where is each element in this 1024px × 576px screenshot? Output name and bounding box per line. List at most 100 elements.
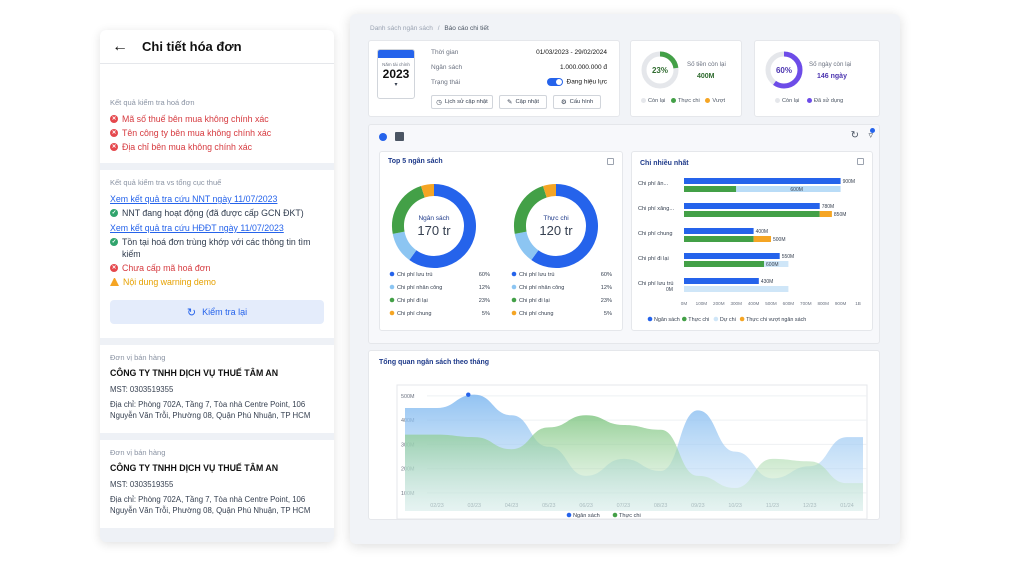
legend-label: Thực chi <box>619 513 641 519</box>
legend-value: 23% <box>601 298 612 304</box>
toggle-switch[interactable] <box>546 78 563 86</box>
legend-value: 60% <box>479 272 490 278</box>
section-heading: Kết quả kiểm tra hoá đơn <box>110 98 195 107</box>
days-remaining-value: 146 ngày <box>817 73 847 80</box>
donut-slice <box>543 184 557 198</box>
charts-container: ↻ ▿ Top 5 ngân sách Ngân sách 170 tr Chi p… <box>368 124 880 344</box>
money-remaining-card: 23% Số tiền còn lại 400M Còn lại Thực ch… <box>630 40 742 117</box>
legend-label: Ngân sách <box>654 317 680 323</box>
pie-chart-icon[interactable] <box>379 133 387 141</box>
history-button[interactable]: ◷ Lịch sử cập nhật <box>431 95 493 109</box>
expand-icon[interactable] <box>857 158 864 165</box>
seller-name: CÔNG TY TNHH DỊCH VỤ THUẾ TÂM AN <box>110 463 279 473</box>
report-icon[interactable] <box>395 132 404 141</box>
invoice-detail-panel: ← Chi tiết hóa đơn Kết quả kiểm tra hoá … <box>100 30 334 542</box>
legend-value: 5% <box>604 311 612 317</box>
legend-label: Chi phí đi lại <box>397 298 428 304</box>
series-actual-area <box>405 415 863 511</box>
legend-value: 23% <box>479 298 490 304</box>
bar-data-label: 500M <box>773 237 786 243</box>
error-icon: ✕ <box>110 264 118 272</box>
legend-label: Chi phí nhân công <box>519 285 564 291</box>
legend-dot <box>566 512 572 518</box>
error-row: ✕ Địa chỉ bên mua không chính xác <box>110 142 253 152</box>
x-tick-label: 300M <box>730 301 742 306</box>
monthly-title: Tổng quan ngân sách theo tháng <box>379 359 490 366</box>
seller-mst: MST: 0303519355 <box>110 385 174 394</box>
legend-label: Thực chi vượt ngân sách <box>746 317 806 323</box>
days-legend: Còn lại Đã sử dụng <box>775 98 843 104</box>
bar-data-label: 550M <box>782 254 795 260</box>
bar-actual <box>684 236 754 242</box>
section-heading: Kết quả kiểm tra vs tổng cục thuế <box>110 178 222 187</box>
edit-icon: ✎ <box>507 99 513 106</box>
legend-value: 60% <box>601 272 612 278</box>
legend-dot <box>389 310 395 316</box>
bar-forecast <box>764 261 789 267</box>
refresh-icon[interactable]: ↻ <box>850 130 859 141</box>
budget-info-card: Năm tài chính 2023 ▾ Thời gian 01/03/202… <box>368 40 620 117</box>
legend-label: Chi phí chung <box>519 311 554 317</box>
donut-center-label: Ngân sách <box>418 215 449 222</box>
donut-slice <box>392 231 417 260</box>
error-row: ✕ Chưa cấp mã hoá đơn <box>110 263 211 273</box>
breadcrumb-parent[interactable]: Danh sách ngân sách <box>370 25 433 32</box>
days-percent: 60% <box>776 66 792 75</box>
x-tick-label: 800M <box>817 301 829 306</box>
bar-budget <box>684 178 841 184</box>
donut-slice <box>514 186 548 234</box>
donut-center-value: 170 tr <box>417 223 451 238</box>
bar-budget <box>684 228 754 234</box>
x-tick-label: 1B <box>855 301 861 306</box>
donut-slice <box>514 231 539 260</box>
warning-row: Nội dung warning demo <box>110 276 324 288</box>
donut-center-label: Thực chi <box>543 215 568 222</box>
category-label: Chi phí chung <box>638 231 673 237</box>
error-row: ✕ Mã số thuế bên mua không chính xác <box>110 114 269 124</box>
hddt-lookup-link[interactable]: Xem kết quả tra cứu HĐĐT ngày 11/07/2023 <box>110 223 284 233</box>
error-row: ✕ Tên công ty bên mua không chính xác <box>110 128 272 138</box>
expand-icon[interactable] <box>607 158 614 165</box>
config-button[interactable]: ⚙ Cấu hình <box>553 95 601 109</box>
breadcrumb-current: Báo cáo chi tiết <box>444 25 489 32</box>
bar-forecast <box>684 286 789 292</box>
error-icon: ✕ <box>110 129 118 137</box>
bar-data-label: 600M <box>790 187 803 193</box>
recheck-button[interactable]: ↻ Kiểm tra lại <box>110 300 324 324</box>
money-legend: Còn lại Thực chi Vượt <box>641 98 725 104</box>
top5-title: Top 5 ngân sách <box>388 158 443 165</box>
y-tick-label: 500M <box>401 394 415 400</box>
legend-label: Dự chi <box>720 317 736 323</box>
legend-label: Ngân sách <box>573 513 600 519</box>
update-button[interactable]: ✎ Cập nhật <box>499 95 547 109</box>
x-tick-label: 500M <box>765 301 777 306</box>
gear-icon: ⚙ <box>560 99 567 106</box>
budget-amount: 1.000.000.000 đ <box>560 64 607 71</box>
status-toggle[interactable]: Đang hiệu lực <box>546 78 607 86</box>
legend-dot <box>511 284 517 290</box>
bar-over <box>753 236 771 242</box>
bar-actual <box>684 186 737 192</box>
bar-budget <box>684 203 820 209</box>
nnt-lookup-link[interactable]: Xem kết quả tra cứu NNT ngày 11/07/2023 <box>110 194 278 204</box>
seller-name: CÔNG TY TNHH DỊCH VỤ THUẾ TÂM AN <box>110 368 279 378</box>
legend-value: 12% <box>479 285 490 291</box>
breadcrumb: Danh sách ngân sách / Báo cáo chi tiết <box>370 25 489 32</box>
area-chart: 500M400M300M200M100M02/2303/2304/2305/23… <box>396 384 868 520</box>
ok-row: ✓ NNT đang hoạt động (đã được cấp GCN ĐKT… <box>110 208 304 218</box>
seller-address: Địa chỉ: Phòng 702A, Tầng 7, Tòa nhà Cen… <box>110 495 311 515</box>
legend-dot <box>511 310 517 316</box>
donut-center-value: 120 tr <box>539 223 573 238</box>
money-gauge: 23% <box>641 51 679 89</box>
filter-icon[interactable]: ▿ <box>868 130 873 140</box>
back-arrow-icon[interactable]: ← <box>112 37 128 55</box>
fiscal-year-picker[interactable]: Năm tài chính 2023 ▾ <box>377 49 415 99</box>
legend-dot <box>713 316 719 322</box>
x-tick-label: 100M <box>696 301 708 306</box>
legend-label: Chi phí đi lại <box>519 298 550 304</box>
clock-icon: ◷ <box>436 99 442 106</box>
top5-budget-card: Top 5 ngân sách Ngân sách 170 tr Chi phí l… <box>379 151 623 331</box>
top-spending-card: Chi nhiều nhất Chi phí ăn... 900M 600M Chi … <box>631 151 873 331</box>
seller-mst: MST: 0303519355 <box>110 480 174 489</box>
